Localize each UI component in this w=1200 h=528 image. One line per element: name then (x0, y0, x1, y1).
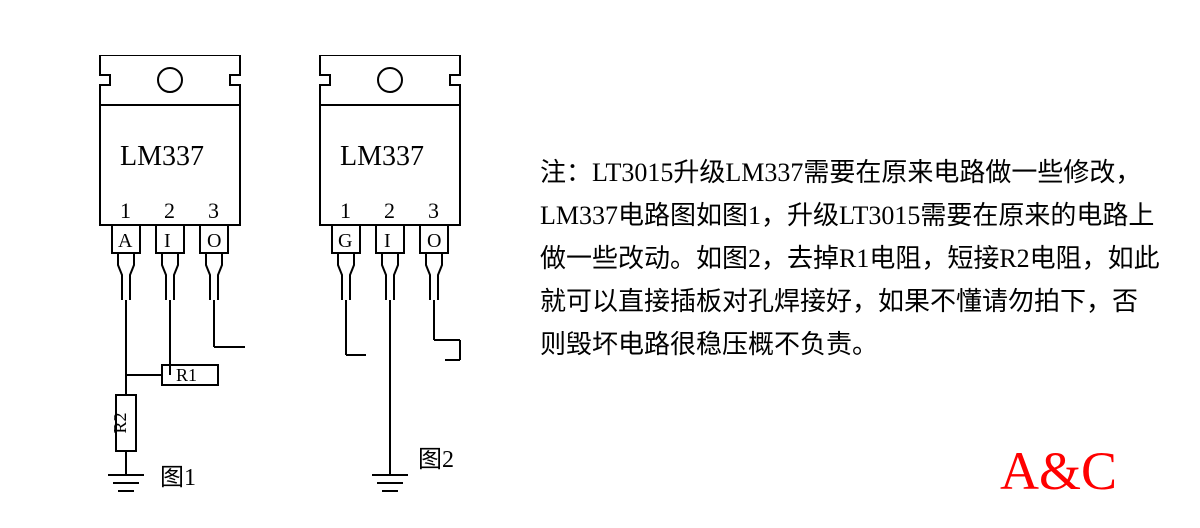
fig2-pin1-letter: G (338, 230, 352, 252)
figure-1: LM337 1 2 3 A I O (100, 55, 245, 491)
note-text: 注：LT3015升级LM337需要在原来电路做一些修改，LM337电路图如图1，… (540, 152, 1160, 366)
note-body: LT3015升级LM337需要在原来电路做一些修改，LM337电路图如图1，升级… (540, 158, 1160, 359)
fig2-caption: 图2 (418, 447, 454, 473)
fig2-part-label: LM337 (340, 141, 424, 172)
fig2-pin3-num: 3 (428, 198, 439, 223)
fig1-r2-label: R2 (110, 412, 130, 433)
figure-2: LM337 1 2 3 G I O (320, 55, 460, 491)
fig1-pin3-num: 3 (208, 198, 219, 223)
diagram-area: LM337 1 2 3 A I O (80, 55, 510, 505)
component-diagrams: LM337 1 2 3 A I O (80, 55, 510, 505)
fig1-part-label: LM337 (120, 141, 204, 172)
fig2-pin1-num: 1 (340, 198, 351, 223)
fig1-pin1-letter: A (118, 230, 133, 252)
fig1-pin3-letter: O (207, 230, 221, 252)
brand-label: A&C (1000, 440, 1117, 502)
fig2-pin2-num: 2 (384, 198, 395, 223)
fig1-pin2-letter: I (164, 230, 171, 252)
fig1-r1-label: R1 (176, 365, 197, 385)
fig1-pin2-num: 2 (164, 198, 175, 223)
fig2-pin2-letter: I (384, 230, 391, 252)
note-prefix: 注： (540, 158, 592, 187)
fig2-pin3-letter: O (427, 230, 441, 252)
fig1-pin1-num: 1 (120, 198, 131, 223)
fig1-caption: 图1 (160, 465, 196, 491)
